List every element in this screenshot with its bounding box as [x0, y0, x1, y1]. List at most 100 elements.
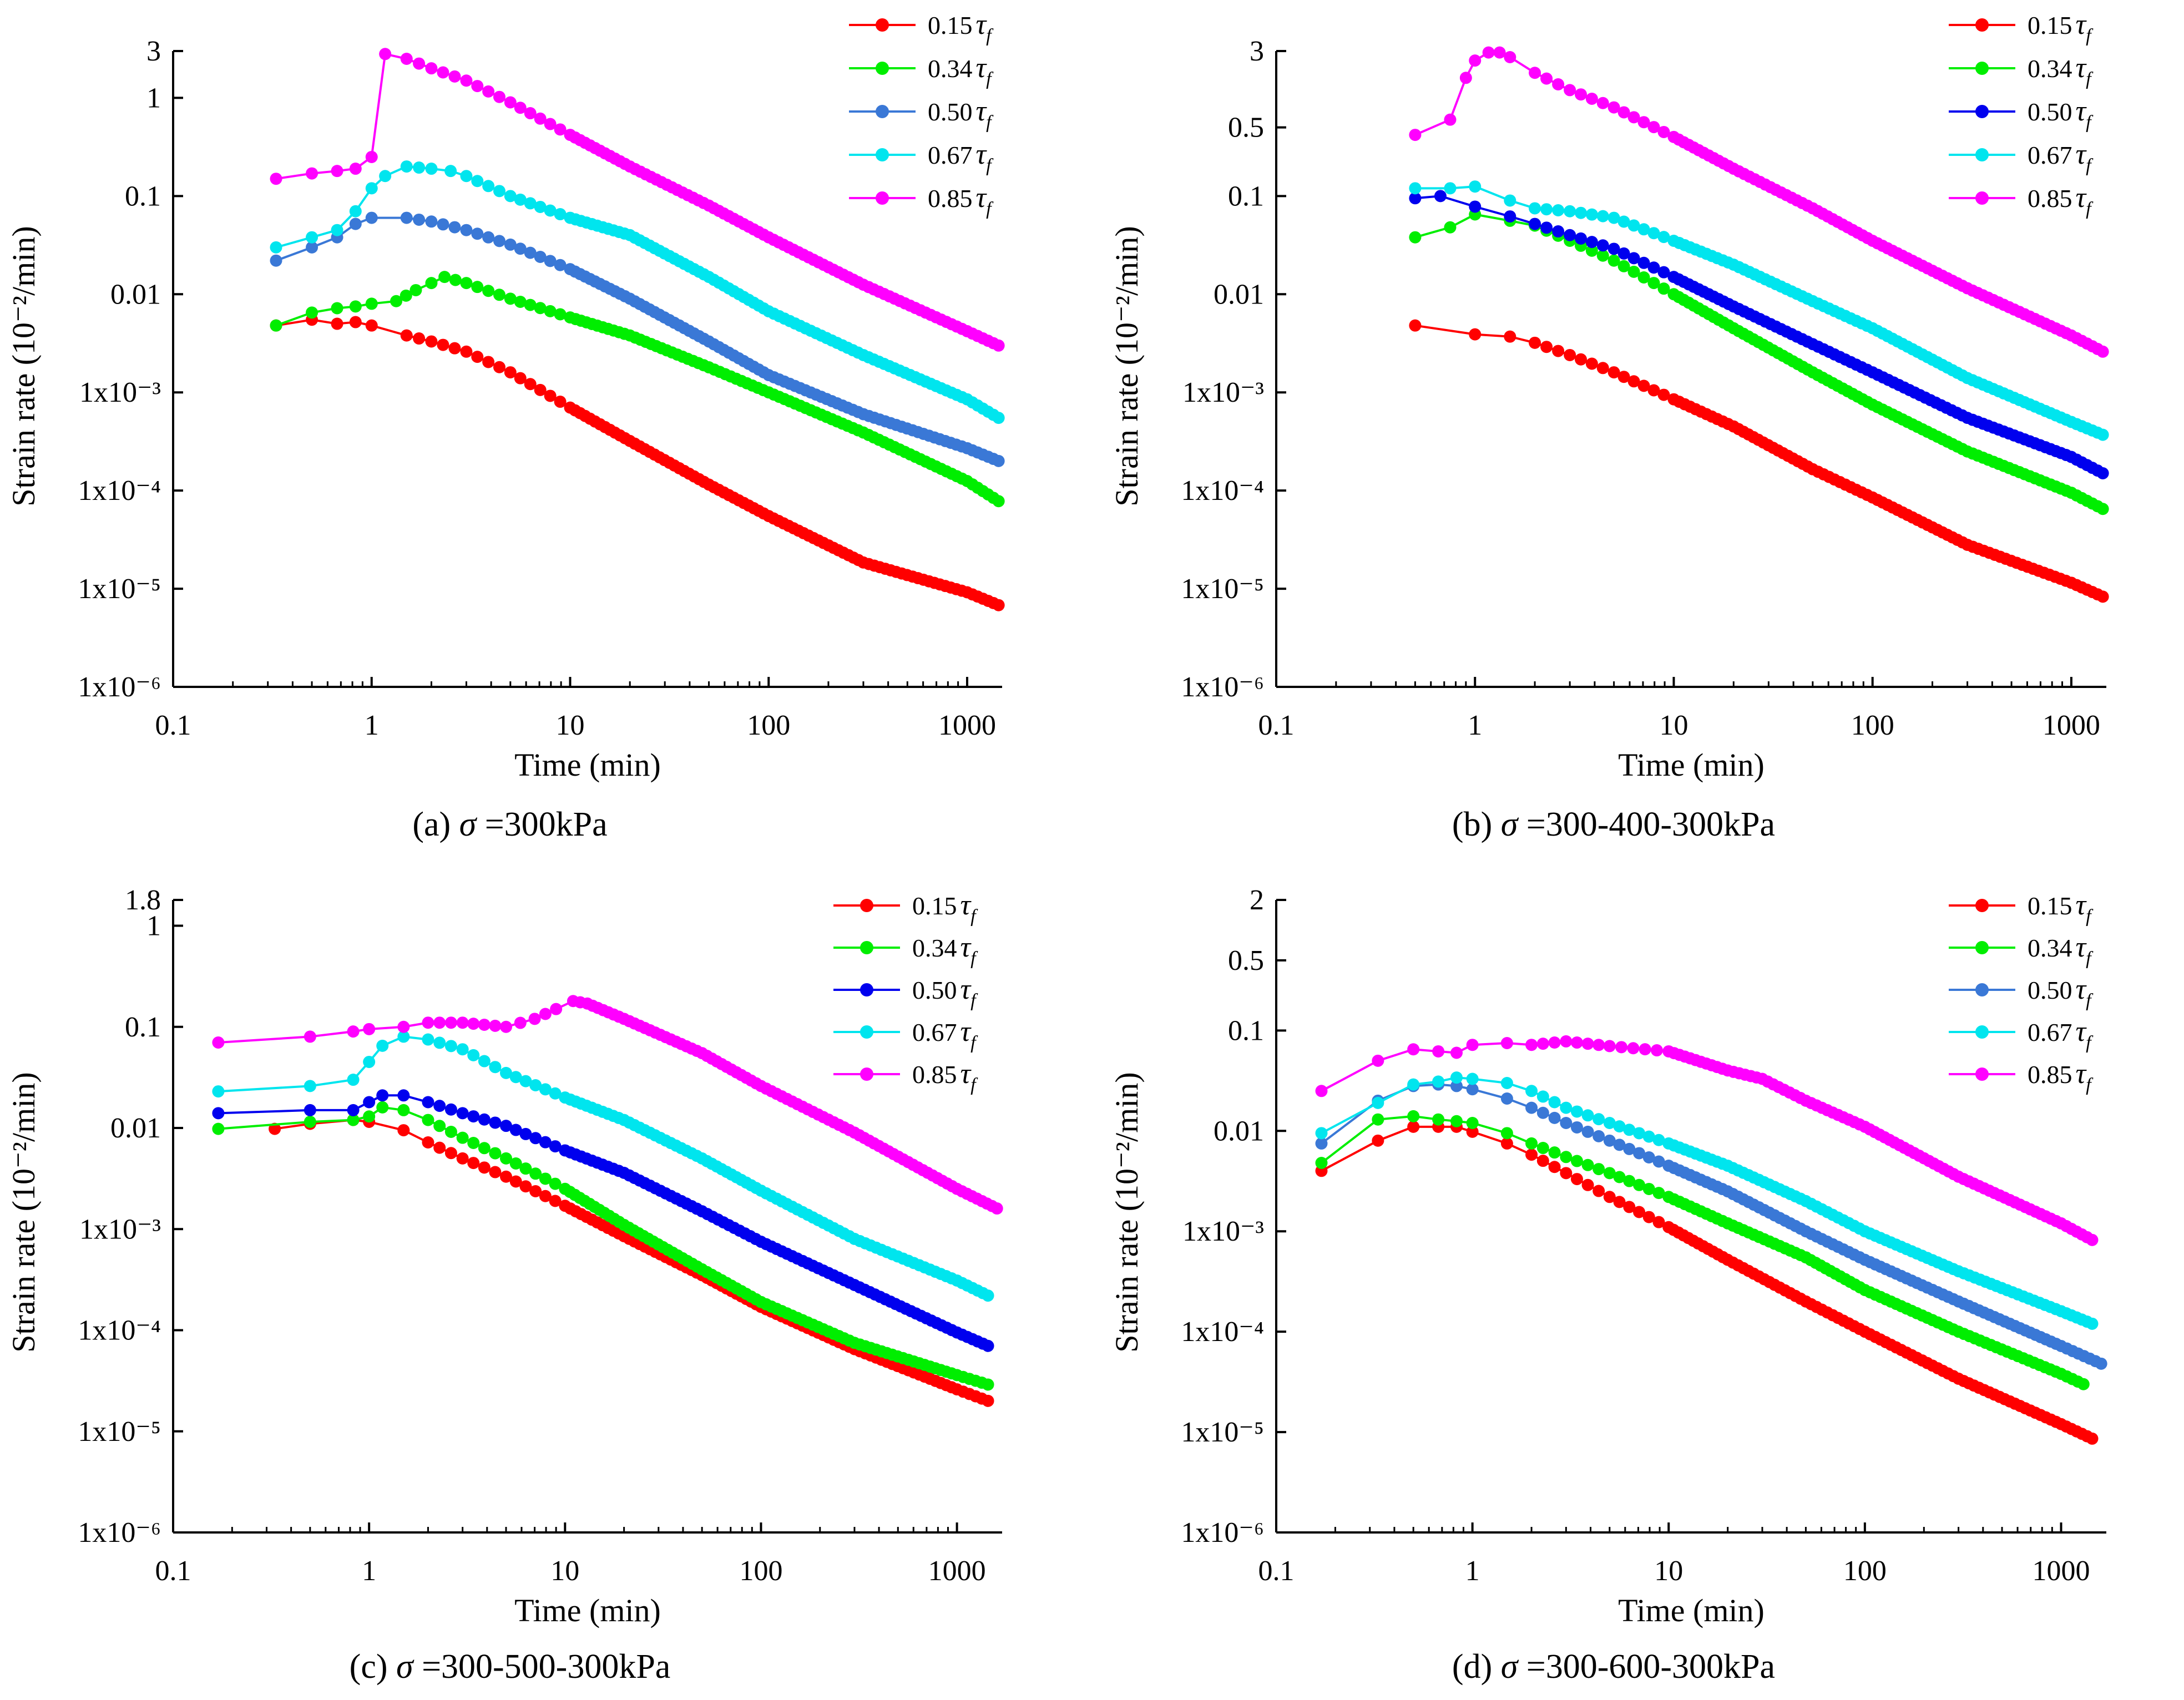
y-tick-label: 0.1	[125, 1011, 161, 1043]
data-point	[489, 1061, 502, 1074]
data-point	[1603, 1134, 1616, 1147]
data-point	[1627, 265, 1640, 278]
legend-label: 0.34 τf	[928, 52, 994, 89]
data-point	[1504, 210, 1516, 223]
data-point	[1536, 1155, 1549, 1167]
x-tick-label: 1	[362, 1555, 376, 1587]
data-point	[433, 1100, 446, 1112]
data-point	[1548, 1146, 1561, 1159]
data-point	[460, 224, 473, 236]
legend-subscript: f	[2086, 155, 2094, 176]
data-point	[1409, 231, 1422, 244]
data-point	[1466, 1083, 1479, 1096]
data-point	[992, 454, 1005, 467]
data-point	[365, 319, 378, 332]
data-point	[1407, 1043, 1420, 1056]
data-point	[1564, 84, 1576, 97]
y-tick-label: 1x10⁻³	[79, 1213, 161, 1245]
data-point	[347, 1114, 360, 1126]
data-point	[400, 160, 413, 173]
data-point	[1564, 348, 1576, 361]
series-0.67τf	[1409, 180, 2109, 441]
data-point	[1581, 1178, 1594, 1191]
data-point	[448, 70, 461, 83]
data-point	[363, 1055, 376, 1068]
data-point	[1617, 260, 1630, 272]
data-point	[1570, 1173, 1583, 1186]
data-point	[1372, 1134, 1384, 1147]
data-point	[331, 302, 343, 315]
data-point	[1617, 371, 1630, 383]
data-point	[444, 1016, 457, 1029]
data-point	[1570, 1121, 1583, 1134]
data-point	[1315, 1085, 1328, 1097]
data-point	[992, 495, 1005, 508]
x-tick-label: 1	[1468, 710, 1482, 741]
data-point	[1647, 261, 1660, 274]
data-point	[478, 1018, 491, 1031]
chart-panel-d: 0.1 1 10 100 1000 1x10⁻⁶ 1x10⁻⁵ 1x10⁻⁴ 1x10⁻³ 0.0…	[1109, 884, 2107, 1686]
data-point	[1466, 1125, 1479, 1138]
x-tick-label: 1	[365, 710, 379, 741]
data-point	[1637, 271, 1650, 284]
data-point	[982, 1339, 994, 1352]
legend-subscript: f	[986, 112, 994, 133]
legend-marker	[1975, 191, 1989, 205]
series-0.34τf	[270, 271, 1005, 508]
legend-marker	[860, 1067, 873, 1081]
data-point	[2096, 590, 2109, 603]
data-point	[2095, 1357, 2107, 1370]
data-point	[1469, 180, 1482, 193]
data-point	[1432, 1075, 1445, 1088]
data-point	[1623, 1124, 1636, 1136]
data-point	[349, 205, 362, 217]
data-point	[444, 1147, 457, 1160]
data-point	[467, 1049, 480, 1061]
caption-sigma: σ	[1501, 806, 1519, 843]
data-point	[397, 1104, 410, 1116]
data-point	[1647, 384, 1660, 397]
legend-value: 0.34	[2028, 934, 2072, 962]
legend-marker	[1975, 18, 1989, 32]
data-point	[363, 1110, 376, 1123]
legend-label: 0.85 τf	[2028, 1058, 2094, 1095]
data-point	[1315, 1156, 1328, 1169]
caption-sigma: σ	[459, 806, 478, 843]
data-point	[1409, 319, 1422, 332]
data-point	[1407, 1110, 1420, 1122]
data-point	[1469, 54, 1482, 67]
data-point	[539, 1136, 552, 1148]
legend-value: 0.85	[928, 184, 973, 213]
data-point	[471, 80, 484, 93]
caption-sigma: σ	[1501, 1648, 1519, 1686]
data-point	[1607, 242, 1620, 255]
data-point	[1593, 1185, 1605, 1197]
series-0.34τf	[1315, 1110, 2090, 1390]
data-point	[514, 242, 527, 255]
y-tick-label: 1x10⁻³	[79, 377, 161, 408]
legend-marker	[1975, 1067, 1989, 1081]
data-point	[1613, 1171, 1626, 1183]
x-tick-label: 100	[747, 710, 790, 741]
data-point	[1552, 78, 1565, 91]
legend-label: 0.85 τf	[912, 1058, 978, 1095]
data-point	[390, 295, 403, 307]
legend-tau: τ	[2076, 1058, 2087, 1090]
data-point	[982, 1289, 994, 1302]
data-point	[1607, 254, 1620, 267]
y-tick-label: 1x10⁻³	[1182, 1216, 1264, 1247]
legend-label: 0.50 τf	[928, 95, 994, 133]
legend-value: 0.15	[2028, 11, 2072, 39]
data-point	[1540, 72, 1553, 85]
x-tick-label: 1000	[2033, 1555, 2090, 1587]
data-point	[554, 208, 567, 221]
series-0.15τf	[1315, 1120, 2099, 1445]
legend-tau: τ	[976, 95, 988, 127]
legend-value: 0.50	[2028, 98, 2072, 126]
data-point	[212, 1036, 225, 1049]
x-axis-title: Time (min)	[1618, 1592, 1765, 1628]
legend-value: 0.50	[912, 976, 957, 1004]
data-point	[2096, 503, 2109, 515]
caption-stress-path: =300-500-300kPa	[413, 1648, 671, 1686]
chart-panel-c: 0.1 1 10 100 1000 1x10⁻⁶ 1x10⁻⁵ 1x10⁻⁴ 1x10⁻³ 0.0…	[6, 884, 1003, 1686]
